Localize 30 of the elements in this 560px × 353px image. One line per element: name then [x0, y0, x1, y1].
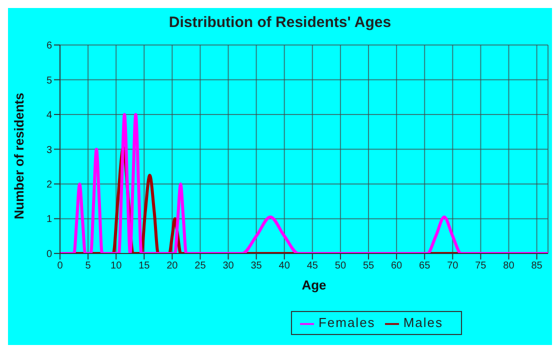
- y-axis-title: Number of residents: [12, 92, 27, 220]
- x-tick-label: 35: [250, 260, 262, 272]
- x-tick-label: 70: [447, 260, 459, 272]
- y-tick-label: 0: [46, 248, 52, 260]
- x-tick-label: 80: [503, 260, 515, 272]
- x-tick-label: 0: [57, 260, 64, 272]
- x-tick-label: 50: [334, 260, 346, 272]
- x-tick-label: 30: [222, 260, 234, 272]
- y-tick-label: 1: [46, 214, 52, 226]
- x-tick-label: 75: [475, 260, 487, 272]
- y-tick-label: 2: [46, 180, 52, 191]
- y-tick-label: 5: [46, 75, 52, 86]
- x-tick-label: 85: [531, 260, 543, 272]
- legend-label: Females: [318, 315, 376, 330]
- x-tick-label: 65: [419, 260, 431, 272]
- x-tick-label: 55: [362, 260, 375, 272]
- x-tick-label: 25: [194, 260, 206, 272]
- x-tick-label: 20: [166, 260, 178, 272]
- x-tick-label: 10: [110, 260, 122, 272]
- y-tick-label: 4: [46, 110, 52, 122]
- x-axis-title: Age: [302, 277, 326, 292]
- y-tick-label: 3: [46, 144, 52, 156]
- x-tick-label: 5: [85, 260, 92, 272]
- x-tick-label: 15: [138, 260, 150, 272]
- x-tick-label: 40: [278, 260, 290, 272]
- x-tick-label: 60: [390, 260, 403, 272]
- chart-title: Distribution of Residents' Ages: [168, 14, 392, 31]
- legend-label: Males: [403, 315, 443, 330]
- x-tick-label: 45: [306, 260, 318, 272]
- y-tick-label: 6: [46, 40, 52, 52]
